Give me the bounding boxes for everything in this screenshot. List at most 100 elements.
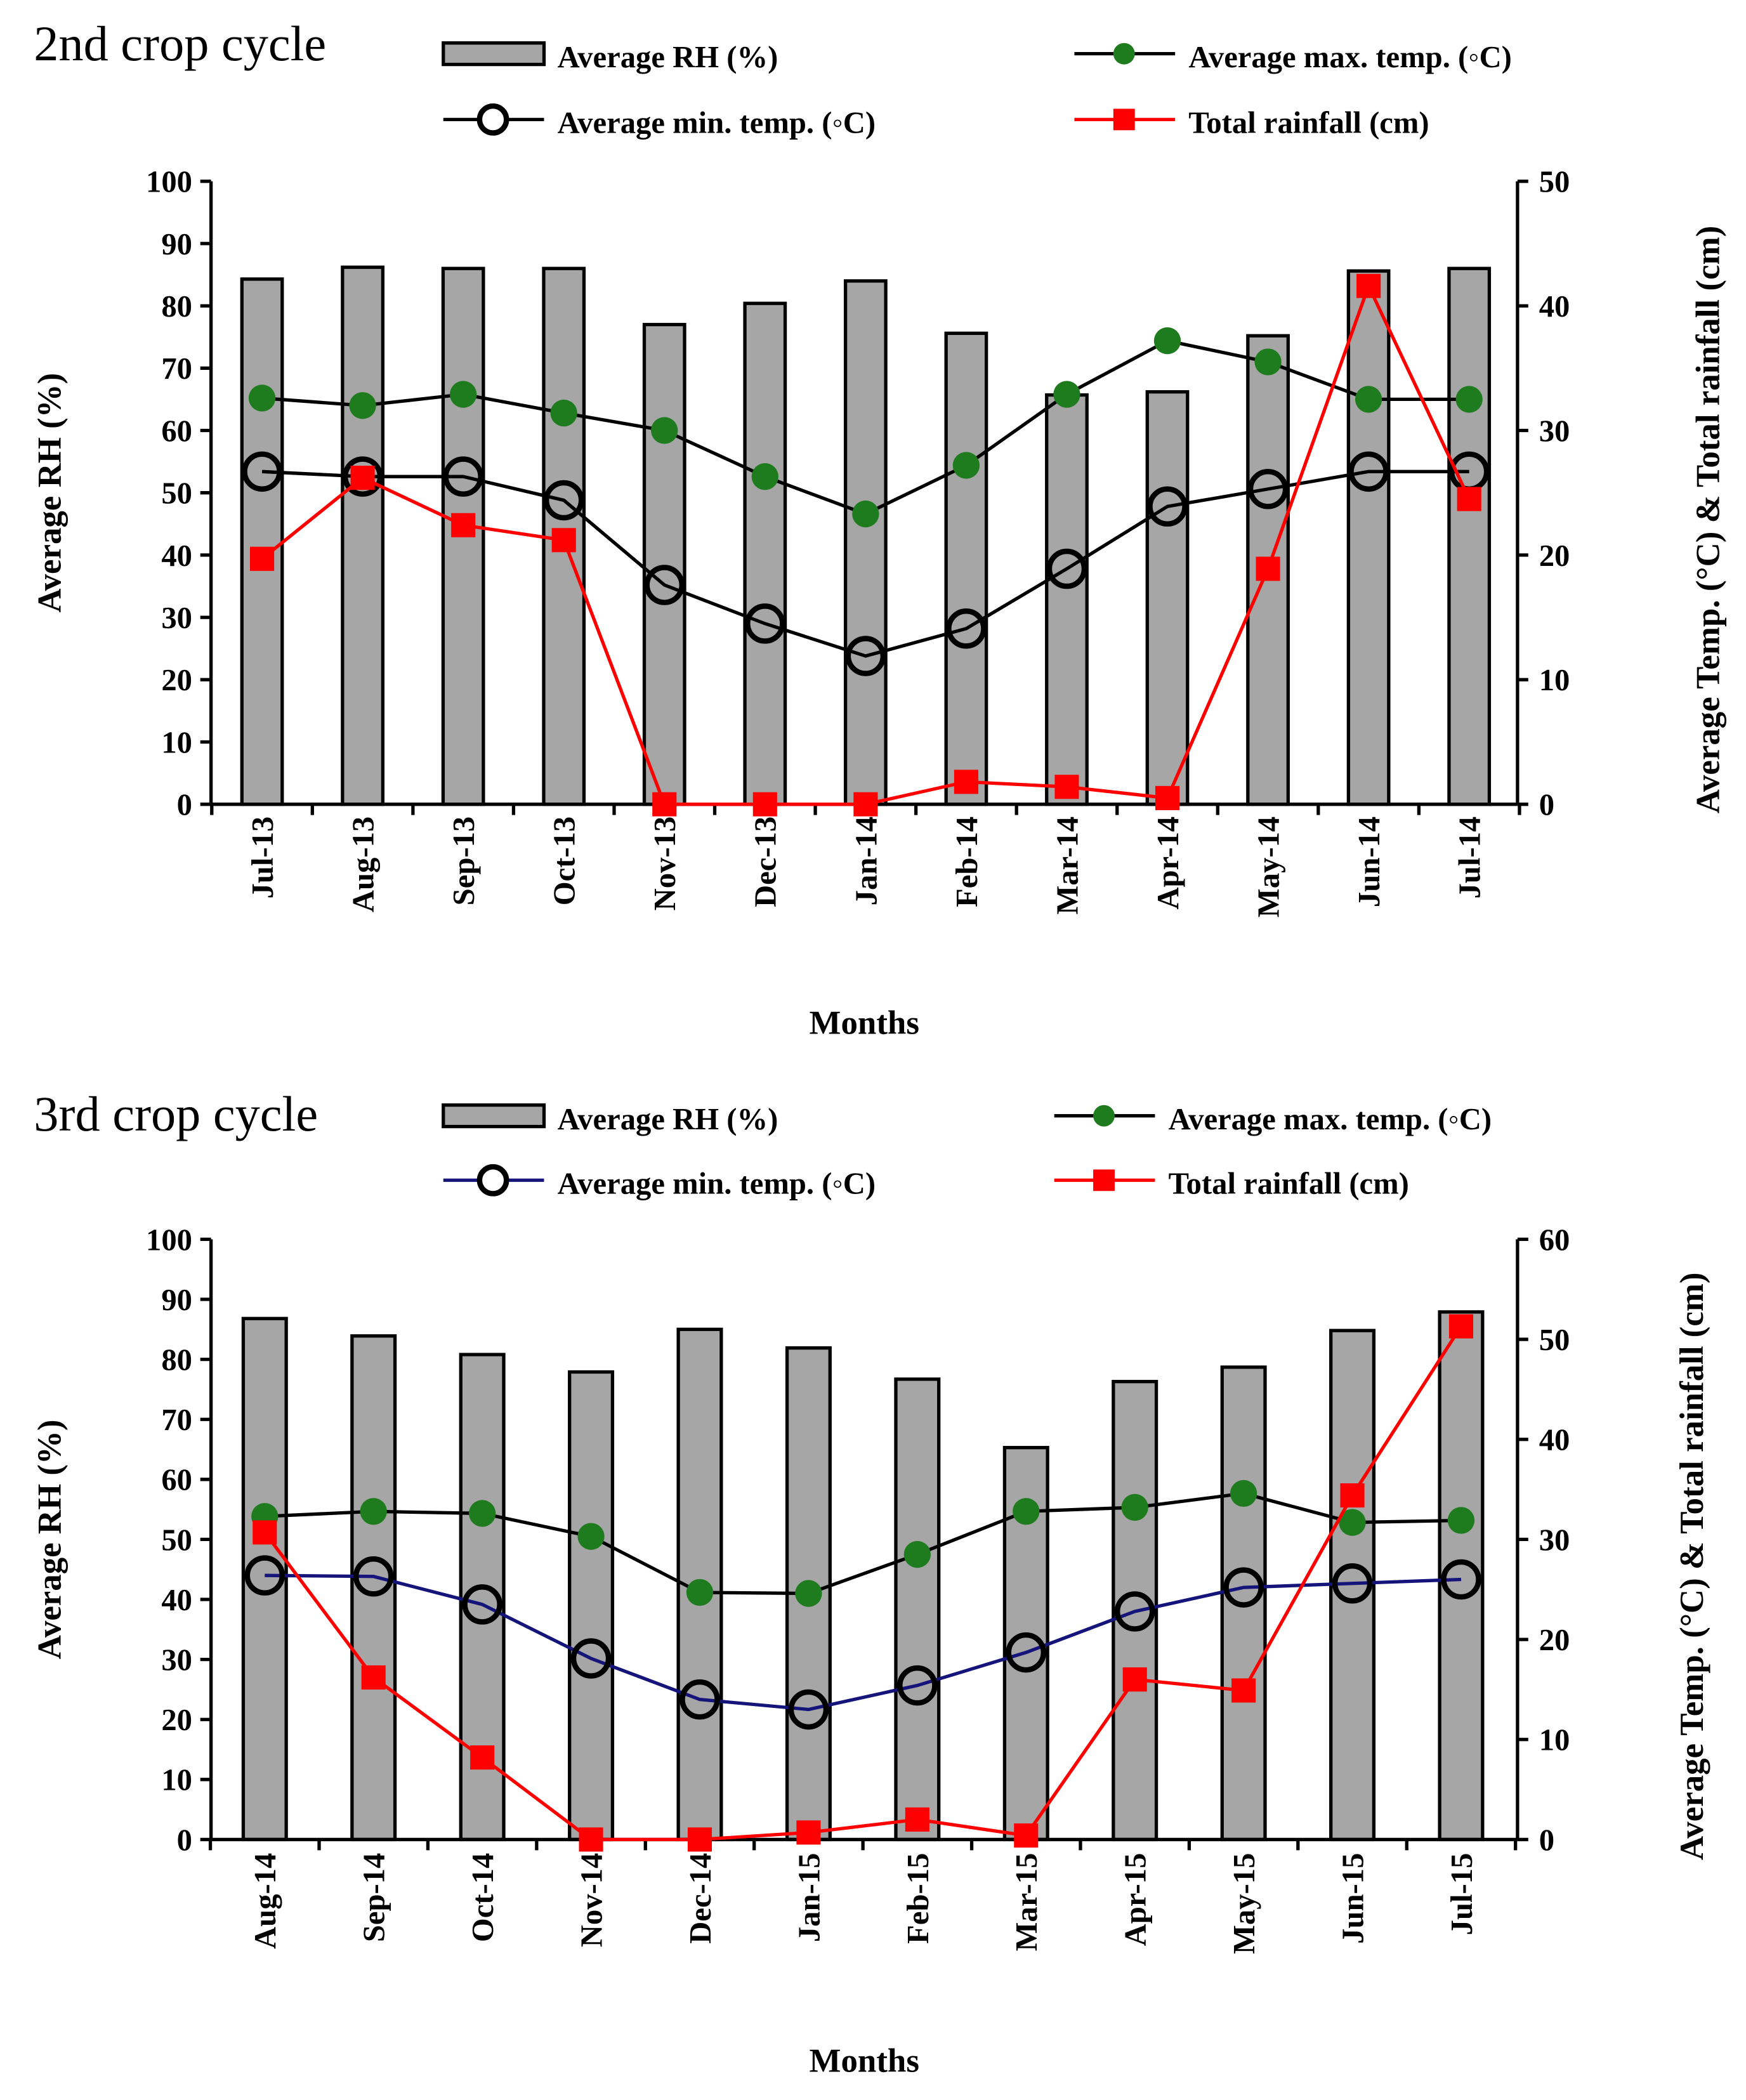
min-temp-point [1114, 1591, 1155, 1632]
rainfall-point [752, 792, 777, 817]
chart-title: 3rd crop cycle [34, 1086, 318, 1141]
rainfall-point [250, 546, 275, 571]
min-temp-point [1006, 1632, 1047, 1673]
rainfall-point [954, 770, 978, 794]
x-tick-label: Jun-15 [1336, 1853, 1370, 1944]
legend-rain-label: Total rainfall (cm) [1188, 106, 1429, 140]
legend-rh-swatch [442, 41, 546, 67]
left-tick-label: 70 [161, 1403, 192, 1437]
x-tick-label: Sep-13 [447, 817, 481, 906]
legend: Average RH (%) Average max. temp. (◦C) Ave… [442, 1102, 1492, 1200]
min-temp-point [443, 456, 483, 497]
rainfall-point [253, 1520, 277, 1545]
min-temp-point [1046, 548, 1087, 589]
left-tick-label: 20 [161, 663, 192, 697]
left-tick-label: 20 [161, 1703, 192, 1737]
max-temp-point [360, 1498, 387, 1525]
x-tick-label: Mar-14 [1050, 817, 1084, 915]
x-tick-label: Aug-13 [346, 817, 381, 912]
right-tick-label: 0 [1539, 1823, 1554, 1857]
x-tick-label: Jan-14 [849, 817, 883, 906]
chart-panel-1: 2nd crop cycle 0 10 20 30 40 50 60 70 80 90 100 0 10 2… [32, 16, 1727, 1041]
legend-rain-marker [1093, 1169, 1115, 1191]
max-temp-line [265, 1492, 1462, 1596]
right-tick-label: 10 [1539, 1723, 1570, 1757]
x-tick-label: Jan-15 [792, 1853, 826, 1943]
rh-bar [1145, 390, 1190, 806]
legend: Average RH (%) Average max. temp. (◦C) Ave… [442, 40, 1512, 140]
legend-rain-label: Total rainfall (cm) [1169, 1166, 1409, 1200]
rainfall-point [853, 792, 878, 817]
rainfall-point [1231, 1678, 1256, 1703]
max-temp-point [1121, 1493, 1148, 1521]
left-tick-label: 40 [161, 539, 192, 573]
left-tick-label: 0 [177, 788, 192, 822]
legend-max-label: Average max. temp. (◦C) [1169, 1102, 1492, 1136]
rh-bar [894, 1377, 941, 1842]
rh-bar [743, 301, 787, 806]
rainfall-point [905, 1807, 929, 1832]
rh-bar [1447, 266, 1492, 806]
max-temp-point [1447, 1507, 1475, 1534]
left-tick-label: 100 [146, 1223, 192, 1257]
legend-rain-marker [1113, 108, 1135, 131]
rainfall-point [1356, 273, 1381, 298]
x-tick-label: Jul-14 [1453, 817, 1487, 899]
rainfall-point [1014, 1823, 1039, 1848]
max-temp-point [468, 1500, 496, 1527]
rh-bar [341, 265, 384, 806]
max-temp-point [952, 452, 980, 479]
legend-rh-label: Average RH (%) [558, 40, 778, 74]
x-tick-label: Apr-15 [1119, 1853, 1153, 1946]
left-tick-label: 60 [161, 1463, 192, 1497]
right-tick-label: 50 [1539, 1323, 1570, 1357]
left-tick-label: 70 [161, 351, 192, 386]
x-tick-label: Feb-14 [950, 817, 984, 907]
left-tick-label: 10 [161, 1763, 192, 1797]
max-temp-point [550, 399, 577, 427]
left-tick-label: 10 [161, 725, 192, 759]
left-axis-title: Average RH (%) [32, 1419, 69, 1659]
max-temp-point [349, 392, 376, 419]
right-tick-label: 0 [1539, 788, 1554, 822]
legend-min-marker [476, 1164, 509, 1197]
left-tick-label: 40 [161, 1583, 192, 1617]
min-temp-point [570, 1638, 612, 1679]
min-temp-point [462, 1584, 502, 1625]
max-temp-point [449, 381, 477, 408]
left-tick-label: 50 [161, 1523, 192, 1557]
right-tick-label: 30 [1539, 414, 1570, 448]
min-temp-point [543, 480, 584, 521]
x-tick-label: Dec-14 [683, 1853, 718, 1944]
max-temp-point [1153, 327, 1181, 355]
rh-bar [1045, 393, 1089, 806]
x-tick-label: Jul-15 [1445, 1853, 1479, 1936]
rainfall-point [579, 1827, 603, 1852]
min-temp-point [353, 1556, 394, 1597]
legend-min-marker [476, 103, 509, 136]
min-temp-point [946, 608, 987, 649]
min-temp-point [644, 565, 685, 605]
min-temp-point [242, 451, 282, 492]
chart-title: 2nd crop cycle [34, 16, 326, 71]
rh-bar [642, 322, 686, 806]
max-temp-point [1230, 1480, 1257, 1507]
x-tick-label: Aug-14 [248, 1853, 282, 1949]
legend-max-label: Average max. temp. (◦C) [1188, 40, 1511, 74]
rh-bar [944, 331, 988, 806]
max-temp-point [1339, 1509, 1366, 1536]
x-axis-title: Months [810, 1005, 919, 1042]
x-tick-label: Nov-13 [648, 817, 682, 911]
max-temp-point [903, 1540, 931, 1568]
rh-bar [240, 277, 284, 806]
left-tick-label: 80 [161, 289, 192, 324]
right-tick-label: 10 [1539, 663, 1570, 697]
right-tick-label: 50 [1539, 165, 1570, 199]
left-tick-label: 0 [177, 1823, 192, 1857]
legend-rh-label: Average RH (%) [558, 1102, 778, 1136]
rainfall-point [652, 792, 677, 817]
min-temp-point [745, 603, 785, 644]
rh-bar [843, 279, 888, 806]
right-tick-label: 40 [1539, 289, 1570, 324]
